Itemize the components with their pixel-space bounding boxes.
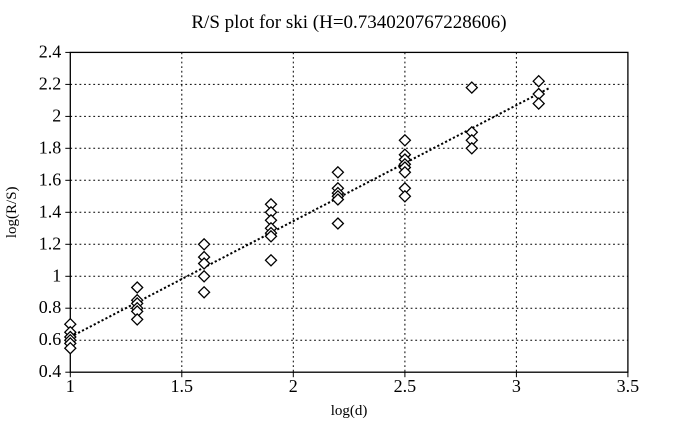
svg-text:1.5: 1.5 bbox=[171, 376, 194, 396]
svg-text:2: 2 bbox=[289, 376, 298, 396]
svg-text:0.4: 0.4 bbox=[39, 361, 62, 381]
svg-text:0.6: 0.6 bbox=[39, 329, 62, 349]
svg-text:2.4: 2.4 bbox=[39, 41, 62, 61]
svg-text:1: 1 bbox=[66, 376, 75, 396]
svg-text:1.6: 1.6 bbox=[39, 169, 62, 189]
svg-text:1: 1 bbox=[52, 265, 61, 285]
svg-text:1.4: 1.4 bbox=[39, 201, 62, 221]
svg-text:2.2: 2.2 bbox=[39, 73, 62, 93]
svg-text:log(R/S): log(R/S) bbox=[4, 186, 20, 238]
svg-text:R/S plot for ski (H=0.73402076: R/S plot for ski (H=0.734020767228606) bbox=[191, 12, 506, 33]
svg-text:1.8: 1.8 bbox=[39, 137, 62, 157]
svg-text:2: 2 bbox=[52, 105, 61, 125]
svg-text:3.5: 3.5 bbox=[617, 376, 640, 396]
svg-text:2.5: 2.5 bbox=[394, 376, 417, 396]
svg-text:3: 3 bbox=[512, 376, 521, 396]
svg-text:0.8: 0.8 bbox=[39, 297, 62, 317]
svg-text:1.2: 1.2 bbox=[39, 233, 62, 253]
svg-text:log(d): log(d) bbox=[331, 403, 368, 419]
